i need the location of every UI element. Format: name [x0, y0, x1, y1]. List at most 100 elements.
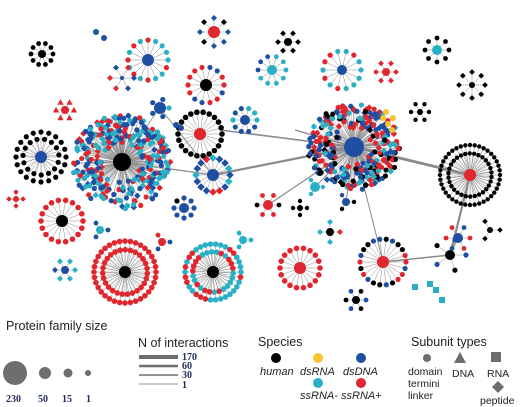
network-node [212, 241, 219, 247]
network-node [188, 151, 194, 157]
network-node [175, 131, 181, 137]
network-node [443, 235, 449, 241]
network-node [113, 153, 131, 171]
network-node [132, 298, 139, 304]
network-node [399, 271, 405, 278]
legend-subunit-peptide-icon [492, 381, 504, 393]
network-node [441, 159, 446, 164]
network-node [217, 242, 224, 248]
network-node [271, 193, 276, 198]
network-node [165, 147, 171, 154]
network-node [370, 280, 377, 286]
network-node [121, 129, 127, 135]
network-node [206, 111, 212, 117]
network-node [422, 47, 428, 53]
network-node [160, 113, 166, 120]
network-node [162, 158, 170, 166]
network-node [485, 148, 490, 153]
network-node [365, 104, 373, 111]
network-node [187, 90, 193, 96]
network-node [362, 108, 369, 115]
network-node [153, 269, 159, 275]
network-node [463, 252, 469, 258]
network-node [62, 146, 68, 152]
network-node [385, 121, 391, 127]
network-node [67, 258, 73, 265]
network-node [136, 138, 142, 144]
network-node [113, 85, 119, 92]
network-node [215, 143, 222, 149]
network-node [308, 191, 314, 197]
network-node [18, 169, 24, 175]
network-node [103, 131, 110, 137]
network-node [342, 105, 348, 111]
network-node [324, 166, 331, 174]
network-node [354, 161, 360, 167]
network-node [356, 75, 362, 81]
network-node [52, 267, 58, 273]
network-node [61, 106, 69, 114]
network-node [311, 123, 317, 130]
network-node [363, 297, 369, 303]
network-node [453, 233, 463, 243]
legend-species-dot-dsdna [356, 353, 366, 363]
network-node [200, 109, 206, 116]
network-node [220, 286, 227, 293]
network-node [389, 127, 395, 133]
network-node [387, 168, 395, 175]
network-node [95, 122, 101, 128]
network-node [377, 164, 383, 170]
network-node [317, 170, 323, 176]
network-node [222, 244, 229, 250]
network-node [178, 143, 185, 149]
network-edge [267, 146, 355, 206]
network-node [337, 65, 347, 75]
network-node [319, 158, 325, 164]
network-node [229, 275, 236, 281]
network-node [468, 194, 473, 199]
network-node [304, 205, 310, 211]
network-node [459, 192, 464, 198]
network-node [489, 174, 494, 180]
network-node [105, 139, 113, 146]
legend-subunit-label-linker: linker [408, 390, 434, 402]
network-node [111, 240, 118, 246]
network-node [432, 45, 442, 55]
network-node [224, 164, 233, 173]
network-node [377, 256, 389, 268]
network-node [335, 174, 341, 180]
network-node [232, 124, 238, 130]
network-node [125, 64, 131, 71]
network-node [98, 171, 105, 177]
network-node [66, 99, 73, 105]
legend-interactions: N of interactions 170 60 30 1 [138, 336, 228, 391]
network-node [469, 82, 475, 88]
network-node [329, 152, 335, 158]
network-node [463, 151, 468, 157]
legend-subunit-label-rna: RNA [487, 368, 509, 380]
network-node [48, 45, 54, 50]
network-node [370, 238, 377, 244]
network-node [165, 163, 171, 169]
network-node [434, 35, 440, 41]
network-node [111, 191, 117, 198]
network-node [132, 240, 139, 246]
network-node [182, 269, 188, 275]
network-node [58, 139, 64, 145]
network-node [307, 282, 313, 289]
network-node [13, 196, 19, 202]
network-node [23, 174, 29, 180]
network-node [222, 253, 229, 259]
legend-edge-label-170: 170 [182, 352, 197, 363]
network-node [178, 119, 185, 125]
network-node [239, 236, 247, 244]
network-node [81, 175, 88, 181]
network-node [357, 179, 364, 185]
network-node [337, 229, 343, 235]
network-node [469, 95, 475, 101]
legend-edge-label-30: 30 [182, 370, 192, 381]
network-node [21, 160, 27, 166]
network-node [236, 259, 242, 265]
network-node [365, 276, 371, 282]
network-node [76, 182, 82, 188]
